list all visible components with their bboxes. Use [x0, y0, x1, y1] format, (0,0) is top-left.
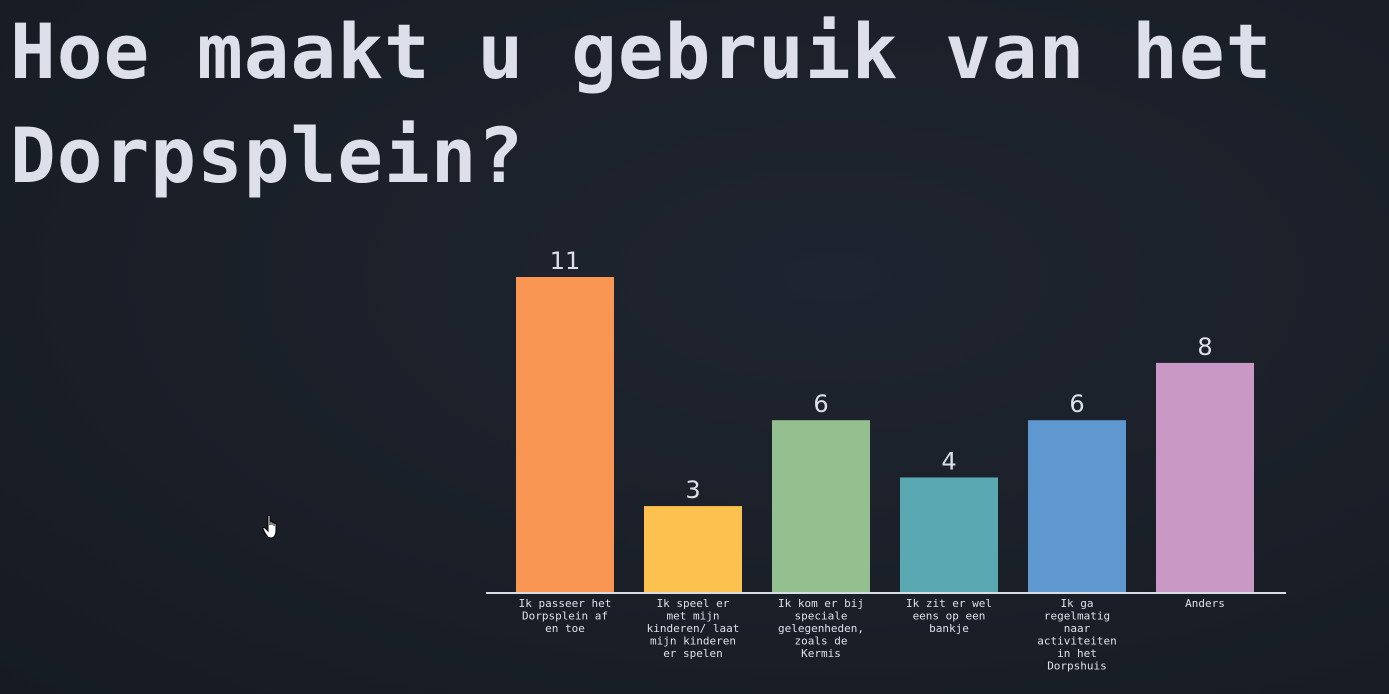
data-label-3: 6 — [813, 390, 828, 418]
category-label-2: Ik speel er met mijn kinderen/ laat mijn ki… — [647, 597, 740, 660]
bar-3 — [772, 420, 870, 592]
bar-1 — [516, 277, 614, 592]
category-label-line: regelmatig — [1044, 610, 1110, 623]
category-label-3: Ik kom er bij speciale gelegenheden, zoals … — [778, 597, 864, 660]
category-label-line: mijn kinderen — [650, 635, 736, 648]
category-label-line: speciale — [795, 610, 848, 623]
category-label-1: Ik passeer het Dorpsplein af en toe — [519, 597, 612, 635]
category-label-line: Ik ga — [1060, 597, 1093, 610]
category-label-line: Ik kom er bij — [778, 597, 864, 610]
data-label-5: 6 — [1069, 390, 1084, 418]
data-label-2: 3 — [685, 476, 700, 504]
category-label-line: naar — [1064, 622, 1091, 635]
category-label-line: Dorpshuis — [1047, 660, 1107, 673]
category-label-line: Ik speel er — [657, 597, 730, 610]
category-label-line: Anders — [1185, 597, 1225, 610]
category-label-line: Kermis — [801, 647, 841, 660]
data-label-4: 4 — [941, 447, 956, 475]
category-label-6: Anders — [1185, 597, 1225, 610]
hand-pointer-icon — [262, 514, 277, 539]
category-label-line: in het — [1057, 647, 1097, 660]
category-label-line: bankje — [929, 622, 969, 635]
data-label-1: 11 — [550, 247, 581, 275]
bar-5 — [1028, 420, 1126, 592]
category-label-line: met mijn — [667, 610, 720, 623]
category-label-line: activiteiten — [1037, 635, 1116, 648]
bar-6 — [1156, 362, 1254, 592]
category-label-line: Ik passeer het — [519, 597, 612, 610]
page-title: Hoe maakt u gebruik van het Dorpsplein? — [10, 7, 1273, 200]
category-label-line: zoals de — [795, 635, 848, 648]
bar-2 — [644, 506, 742, 592]
data-label-6: 8 — [1197, 333, 1212, 361]
category-label-line: er spelen — [663, 647, 723, 660]
category-labels-layer: Ik passeer het Dorpsplein af en toe Ik spee… — [519, 597, 1225, 673]
category-label-line: Ik zit er wel — [906, 597, 992, 610]
category-label-line: Dorpsplein af — [522, 610, 608, 623]
category-label-5: Ik ga regelmatig naar activiteiten in het Dor… — [1037, 597, 1116, 673]
bars-layer — [516, 277, 1254, 592]
category-label-line: kinderen/ laat — [647, 622, 740, 635]
category-label-line: gelegenheden, — [778, 622, 864, 635]
data-labels-layer: 11 3 6 4 6 8 — [550, 247, 1213, 504]
category-label-line: en toe — [545, 622, 585, 635]
category-label-line: eens op een — [913, 610, 986, 623]
bar-4 — [900, 477, 998, 592]
category-label-4: Ik zit er wel eens op een bankje — [906, 597, 992, 635]
